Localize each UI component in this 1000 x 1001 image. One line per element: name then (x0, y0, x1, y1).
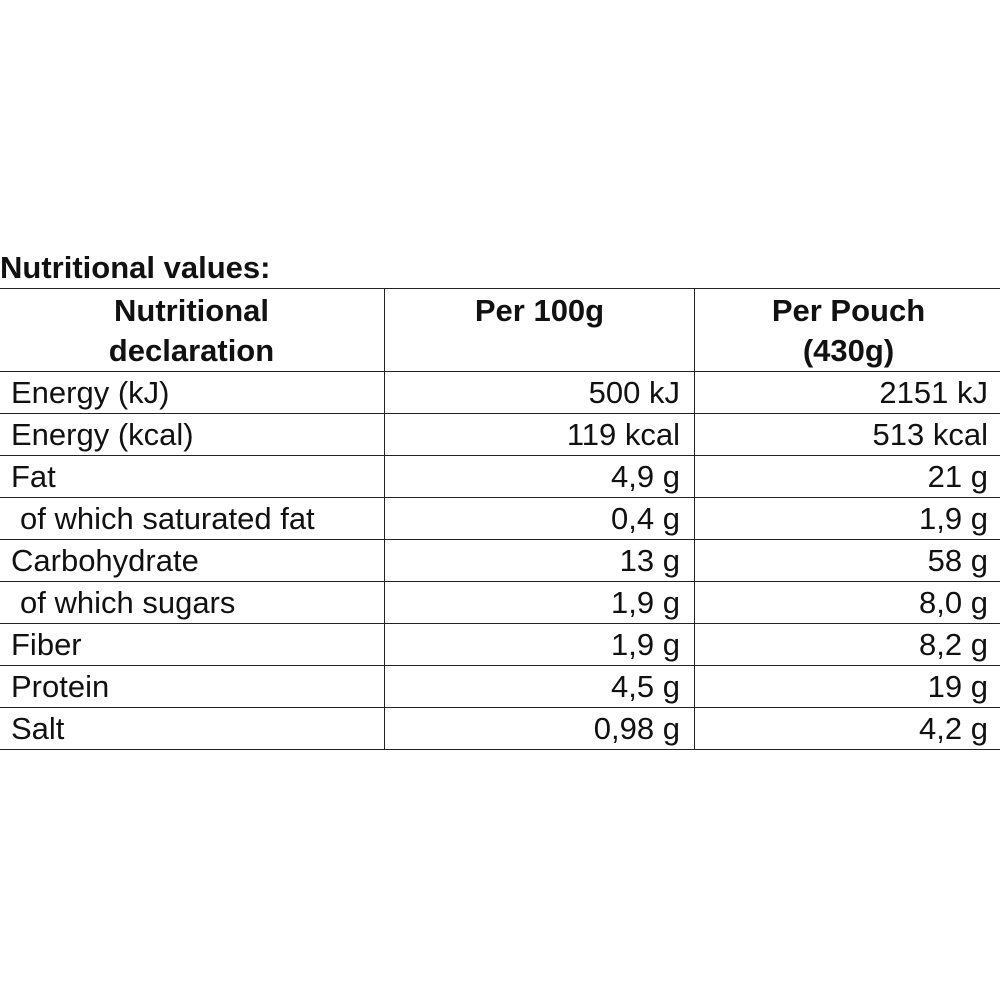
header-text: (430g) (802, 333, 895, 368)
header-per-pouch: Per Pouch (430g) (694, 288, 1000, 372)
header-per-100g: Per 100g (384, 288, 695, 372)
value-per-pouch: 58 g (694, 539, 1000, 582)
value-per-100g: 4,5 g (384, 665, 695, 708)
value-per-pouch: 21 g (694, 455, 1000, 498)
table-row: Fat 4,9 g 21 g (0, 455, 1000, 498)
table-row: Protein 4,5 g 19 g (0, 665, 1000, 708)
table-row: of which sugars 1,9 g 8,0 g (0, 581, 1000, 624)
value-per-100g: 1,9 g (384, 623, 695, 666)
value-per-pouch: 513 kcal (694, 413, 1000, 456)
value-per-100g: 13 g (384, 539, 695, 582)
value-per-pouch: 19 g (694, 665, 1000, 708)
nutrient-label: Fiber (0, 623, 385, 666)
table-heading: Nutritional values: (0, 250, 271, 285)
value-per-pouch: 2151 kJ (694, 371, 1000, 414)
value-per-100g: 0,4 g (384, 497, 695, 540)
header-text: declaration (108, 333, 275, 368)
table-row: Fiber 1,9 g 8,2 g (0, 623, 1000, 666)
value-per-pouch: 8,0 g (694, 581, 1000, 624)
nutrient-label: Fat (0, 455, 385, 498)
header-text: Nutritional (114, 293, 269, 328)
nutrient-label: Energy (kJ) (0, 371, 385, 414)
value-per-pouch: 1,9 g (694, 497, 1000, 540)
value-per-100g: 0,98 g (384, 707, 695, 750)
nutrient-label: Salt (0, 707, 385, 750)
table-row: of which saturated fat 0,4 g 1,9 g (0, 497, 1000, 540)
nutrient-label: of which saturated fat (0, 497, 385, 540)
header-text: Per 100g (474, 293, 605, 328)
nutrition-table: Nutritional declaration Per 100g Per Pou… (0, 288, 1000, 750)
header-nutritional-declaration: Nutritional declaration (0, 288, 385, 372)
value-per-pouch: 4,2 g (694, 707, 1000, 750)
table-row: Energy (kcal) 119 kcal 513 kcal (0, 413, 1000, 456)
value-per-100g: 4,9 g (384, 455, 695, 498)
table-row: Carbohydrate 13 g 58 g (0, 539, 1000, 582)
table-row: Energy (kJ) 500 kJ 2151 kJ (0, 371, 1000, 414)
header-text: Per Pouch (771, 293, 926, 328)
value-per-100g: 500 kJ (384, 371, 695, 414)
value-per-100g: 1,9 g (384, 581, 695, 624)
value-per-100g: 119 kcal (384, 413, 695, 456)
value-per-pouch: 8,2 g (694, 623, 1000, 666)
nutrient-label: Energy (kcal) (0, 413, 385, 456)
header-row: Nutritional declaration Per 100g Per Pou… (0, 288, 1000, 372)
nutrient-label: Protein (0, 665, 385, 708)
nutrient-label: of which sugars (0, 581, 385, 624)
nutrient-label: Carbohydrate (0, 539, 385, 582)
table-row: Salt 0,98 g 4,2 g (0, 707, 1000, 750)
